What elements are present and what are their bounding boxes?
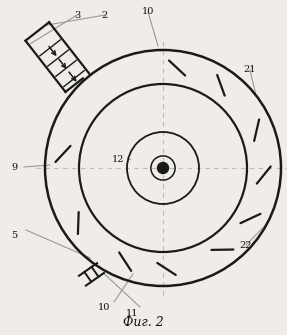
Text: 9: 9 [11, 162, 17, 172]
Text: 12: 12 [112, 155, 124, 164]
Text: 10: 10 [142, 7, 154, 16]
Text: 2: 2 [102, 10, 108, 19]
Text: 5: 5 [11, 230, 17, 240]
Text: 10: 10 [98, 303, 110, 312]
Text: Фиг. 2: Фиг. 2 [123, 317, 164, 330]
Text: 21: 21 [244, 66, 256, 74]
Circle shape [158, 162, 168, 174]
Text: 3: 3 [74, 10, 80, 19]
Text: 11: 11 [126, 309, 138, 318]
Text: 22: 22 [240, 241, 252, 250]
